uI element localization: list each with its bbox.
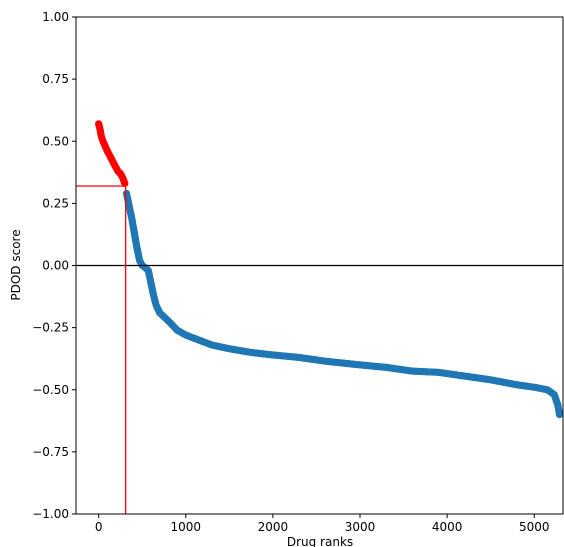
x-axis-label: Drug ranks <box>287 535 353 547</box>
series-2 <box>122 189 564 419</box>
plot-frame <box>75 16 564 515</box>
data-point <box>555 411 564 419</box>
x-tick-label: 2000 <box>258 520 289 534</box>
x-tick-label: 4000 <box>432 520 463 534</box>
y-axis-label: PDOD score <box>9 229 23 300</box>
y-axis: −1.00 −0.75 −0.50 −0.25 0.00 0.25 0.50 0.75 1.00 <box>32 10 76 521</box>
y-tick-label: 0.75 <box>42 72 69 86</box>
series-1 <box>95 120 129 188</box>
chart-marks <box>76 120 564 514</box>
y-tick-label: −0.50 <box>32 383 69 397</box>
x-axis: 0 1000 2000 3000 4000 5000 <box>95 514 550 534</box>
y-tick-label: −0.75 <box>32 445 69 459</box>
x-tick-label: 3000 <box>345 520 376 534</box>
x-tick-label: 5000 <box>519 520 550 534</box>
x-tick-label: 1000 <box>170 520 201 534</box>
y-tick-label: 0.25 <box>42 196 69 210</box>
y-tick-label: −1.00 <box>32 507 69 521</box>
y-tick-label: −0.25 <box>32 321 69 335</box>
y-tick-label: 1.00 <box>42 10 69 24</box>
x-tick-label: 0 <box>95 520 103 534</box>
y-tick-label: 0.00 <box>42 259 69 273</box>
y-tick-label: 0.50 <box>42 134 69 148</box>
data-point <box>121 179 129 188</box>
